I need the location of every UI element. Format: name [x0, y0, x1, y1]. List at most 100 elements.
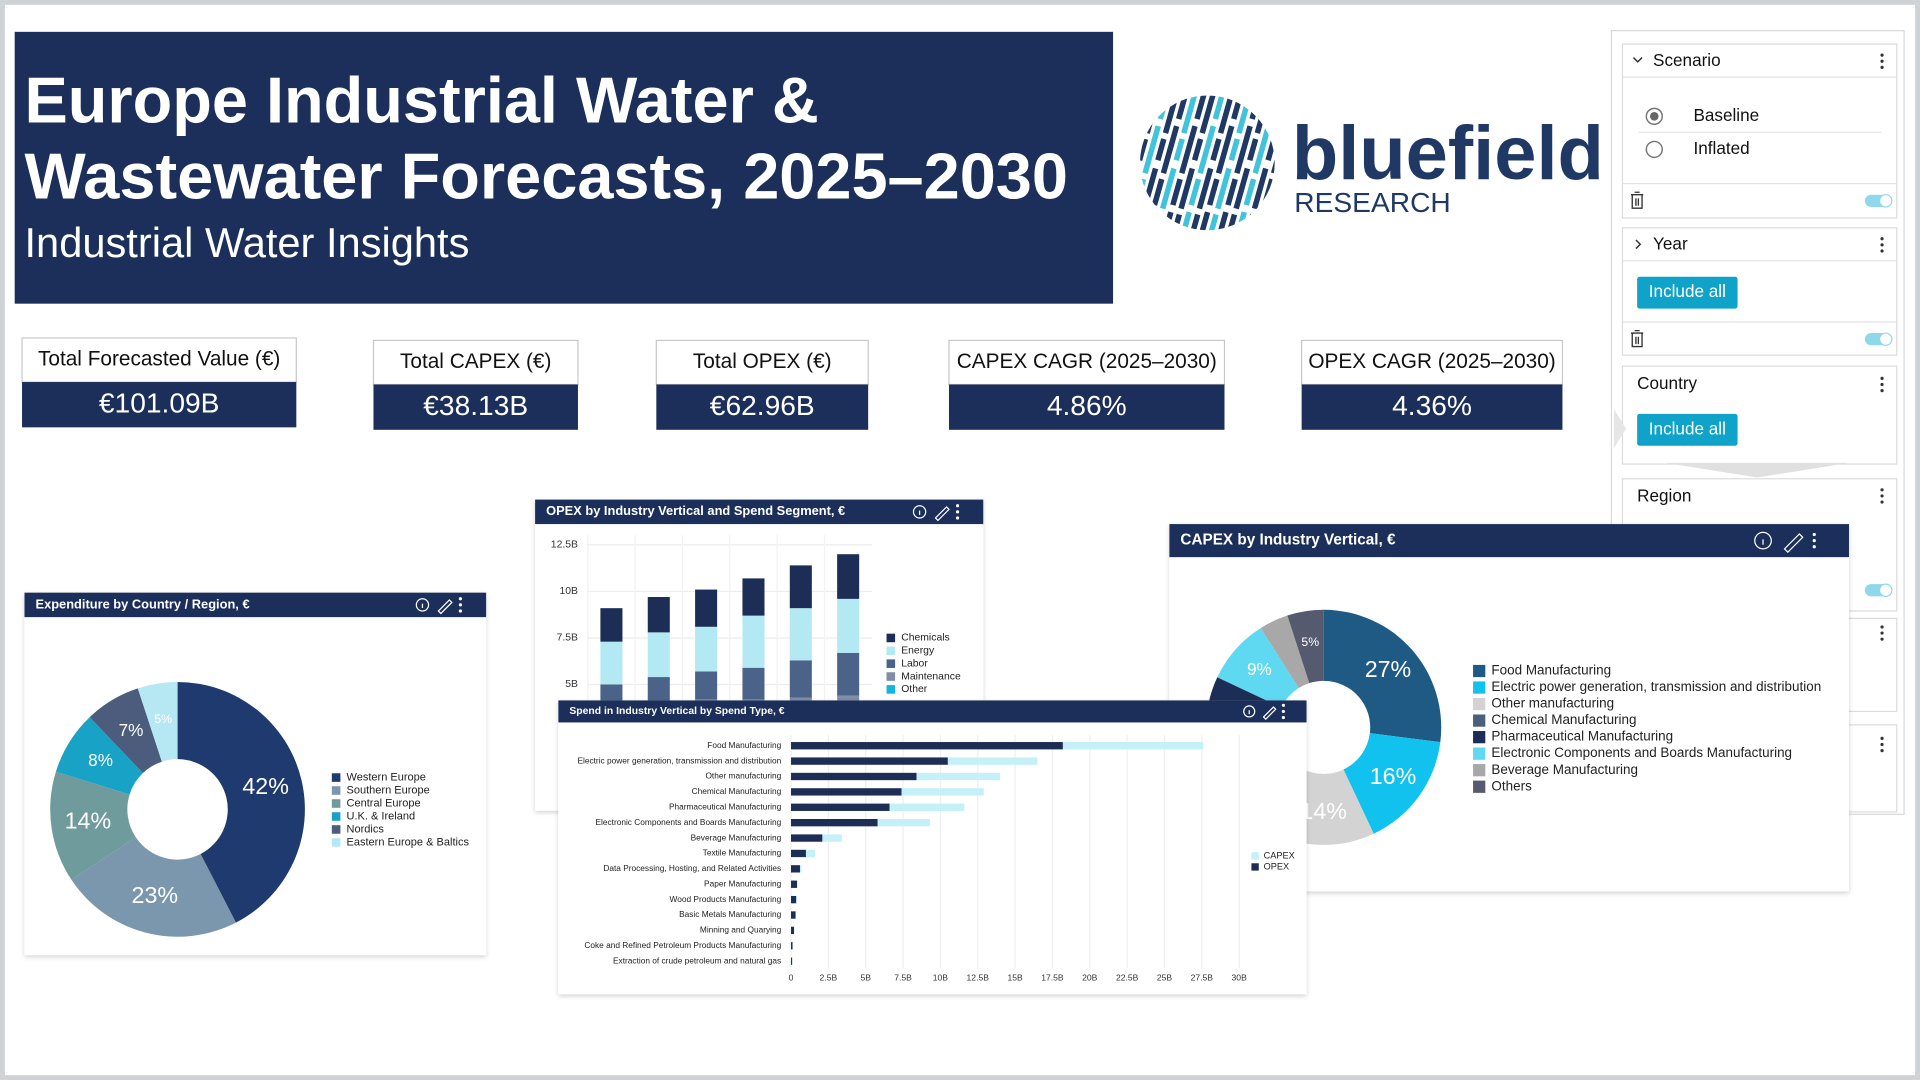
radio-button[interactable]: [1645, 140, 1663, 159]
legend-swatch: [1473, 697, 1486, 711]
slice-label: 9%: [1247, 659, 1272, 679]
chart-panel: Spend in Industry Vertical by Spend Type…: [558, 700, 1307, 995]
expand-chevron[interactable]: [1635, 239, 1642, 250]
info-icon[interactable]: [912, 505, 927, 519]
dot: [955, 516, 960, 520]
kpi-value: €62.96B: [710, 390, 815, 421]
kpi-value-box: [22, 382, 297, 428]
bar-segment: [916, 772, 1001, 781]
dot: [1812, 545, 1816, 549]
kpi-label: Total CAPEX (€): [400, 350, 551, 373]
chart-title: Expenditure by Country / Region, €: [36, 596, 250, 611]
slice-label: 23%: [132, 882, 179, 908]
edit-icon[interactable]: [437, 599, 453, 615]
bar-segment: [742, 578, 765, 616]
logo-stripe: [1171, 95, 1217, 231]
chart-panel: Expenditure by Country / Region, € 42% 23%…: [24, 592, 487, 956]
edit-icon[interactable]: [1262, 706, 1277, 721]
more-menu[interactable]: [1880, 736, 1884, 753]
more-menu[interactable]: [458, 597, 463, 613]
dot: [458, 603, 463, 607]
y-tick-label: Textile Manufacturing: [703, 848, 782, 858]
logo-stripe: [1199, 95, 1244, 231]
logo-stripe: [1140, 95, 1171, 231]
donut-slice: [1217, 628, 1299, 708]
delete-icon[interactable]: [1631, 329, 1644, 348]
more-menu[interactable]: [1880, 53, 1884, 69]
bar-segment: [789, 608, 812, 661]
y-tick-label: 5B: [565, 679, 578, 690]
kpi-label-box: [1301, 339, 1564, 386]
legend-label: Food Manufacturing: [1491, 663, 1611, 678]
dot: [1880, 243, 1884, 247]
more-menu[interactable]: [1281, 703, 1285, 720]
toggle[interactable]: [1864, 583, 1893, 597]
info-icon[interactable]: [1243, 705, 1256, 718]
title: Europe Industrial Water &: [24, 63, 818, 136]
include-all-button[interactable]: [1637, 276, 1738, 309]
bar-segment: [791, 742, 1063, 750]
filter-title: Scenario: [1653, 50, 1721, 70]
more-menu[interactable]: [1812, 532, 1816, 549]
y-tick-label: 12.5B: [551, 540, 578, 551]
kpi-card: Total OPEX (€) €62.96B: [655, 339, 869, 430]
filter-title: Region: [1637, 486, 1691, 506]
kpi-label: CAPEX CAGR (2025–2030): [957, 350, 1217, 373]
kpi-value: €38.13B: [423, 390, 528, 421]
bar-segment: [791, 819, 878, 827]
x-tick-label: 0: [789, 973, 794, 983]
logo-name: bluefield: [1292, 111, 1604, 196]
button-label: Include all: [1649, 281, 1726, 301]
more-menu[interactable]: [1880, 376, 1884, 393]
toggle-knob: [1878, 332, 1893, 346]
bar-segment: [647, 677, 670, 702]
info-icon[interactable]: [1754, 531, 1772, 550]
legend-label: Energy: [901, 646, 935, 657]
toggle[interactable]: [1864, 332, 1893, 346]
kpi-value: 4.86%: [1047, 390, 1127, 421]
logo-stripe: [1144, 95, 1189, 231]
more-menu[interactable]: [1880, 237, 1884, 253]
x-tick-label: 17.5B: [1041, 973, 1064, 983]
bar-segment: [791, 957, 793, 965]
bar-segment: [789, 660, 812, 698]
more-menu[interactable]: [1880, 625, 1884, 641]
bar-segment: [791, 880, 797, 888]
dot: [1880, 53, 1884, 57]
bar-segment: [791, 911, 796, 919]
bar-segment: [600, 641, 623, 685]
filter-title: Country: [1637, 373, 1697, 393]
y-tick-label: Minning and Quarying: [700, 925, 782, 935]
legend-swatch: [331, 799, 341, 808]
legend-label: Electric power generation, transmission …: [1491, 679, 1821, 694]
bar-segment: [796, 880, 798, 888]
slice-label: 8%: [88, 750, 113, 770]
legend-swatch: [331, 825, 341, 834]
edit-icon[interactable]: [1783, 533, 1804, 554]
toggle[interactable]: [1864, 194, 1893, 208]
bar-segment: [742, 615, 765, 668]
collapse-chevron[interactable]: [1632, 57, 1643, 63]
toggle-knob: [1878, 583, 1893, 597]
info-icon[interactable]: [415, 598, 430, 612]
legend-swatch: [1251, 852, 1259, 860]
delete-icon[interactable]: [1631, 191, 1644, 209]
legend-swatch: [886, 659, 896, 668]
bar-segment: [901, 788, 984, 796]
more-menu[interactable]: [955, 504, 960, 520]
kpi-value-box: [1301, 384, 1563, 430]
kpi-label: Total OPEX (€): [693, 350, 832, 373]
chart-title: CAPEX by Industry Vertical, €: [1180, 532, 1396, 549]
edit-icon[interactable]: [934, 506, 950, 522]
x-tick-label: 15B: [1007, 973, 1023, 983]
filter-card: [1621, 227, 1898, 356]
bar-segment: [791, 849, 806, 858]
radio-label: Inflated: [1693, 138, 1749, 158]
drop-indicator: [1665, 462, 1849, 478]
legend-swatch: [331, 786, 341, 795]
donut-slice: [1343, 733, 1441, 834]
include-all-button[interactable]: [1637, 413, 1738, 446]
more-menu[interactable]: [1880, 488, 1884, 504]
donut-slice: [89, 688, 162, 774]
y-tick-label: Extraction of crude petroleum and natura…: [613, 955, 781, 965]
